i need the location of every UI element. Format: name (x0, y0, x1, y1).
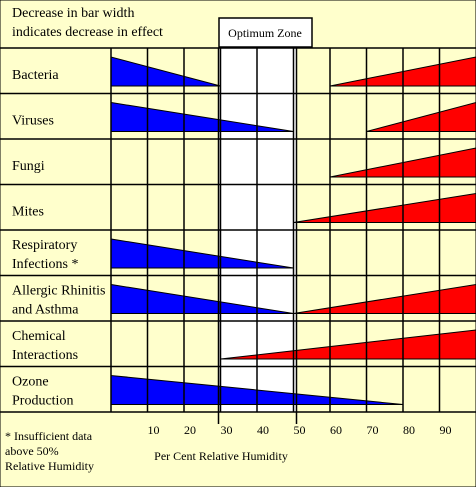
row-label-1-0: Viruses (12, 114, 54, 129)
right-bar-5 (293, 283, 476, 314)
row-label-4-0: Respiratory (12, 238, 77, 253)
row-label-3-0: Mites (12, 205, 44, 220)
tick-label-70: 70 (367, 423, 379, 437)
right-bar-6 (220, 329, 476, 360)
footnote-line-1: * Insufficient data (5, 429, 93, 443)
note-line-1: Decrease in bar width (12, 6, 134, 21)
right-bar-3 (293, 192, 476, 223)
optimum-zone-label-box (218, 17, 313, 48)
row-label-7-0: Ozone (12, 375, 49, 390)
tick-label-40: 40 (257, 423, 269, 437)
right-bar-1 (366, 101, 476, 132)
tick-label-60: 60 (330, 423, 342, 437)
row-label-2-0: Fungi (12, 159, 45, 174)
row-label-4-1: Infections * (12, 257, 78, 272)
row-label-5-0: Allergic Rhinitis (12, 284, 105, 299)
tick-label-90: 90 (440, 423, 452, 437)
tick-label-20: 20 (184, 423, 196, 437)
tick-label-80: 80 (403, 423, 415, 437)
tick-label-10: 10 (148, 423, 160, 437)
footnote-line-2: above 50% (5, 444, 59, 458)
tick-label-30: 30 (221, 423, 233, 437)
note-line-2: indicates decrease in effect (12, 25, 163, 40)
row-label-6-0: Chemical (12, 329, 66, 344)
row-label-6-1: Interactions (12, 348, 78, 363)
x-axis-label: Per Cent Relative Humidity (154, 449, 288, 463)
tick-label-50: 50 (294, 423, 306, 437)
row-label-5-1: and Asthma (12, 303, 79, 318)
optimum-zone-label: Optimum Zone (228, 26, 302, 40)
row-label-0-0: Bacteria (12, 68, 59, 83)
footnote-line-3: Relative Humidity (5, 459, 94, 473)
row-label-7-1: Production (12, 394, 73, 409)
